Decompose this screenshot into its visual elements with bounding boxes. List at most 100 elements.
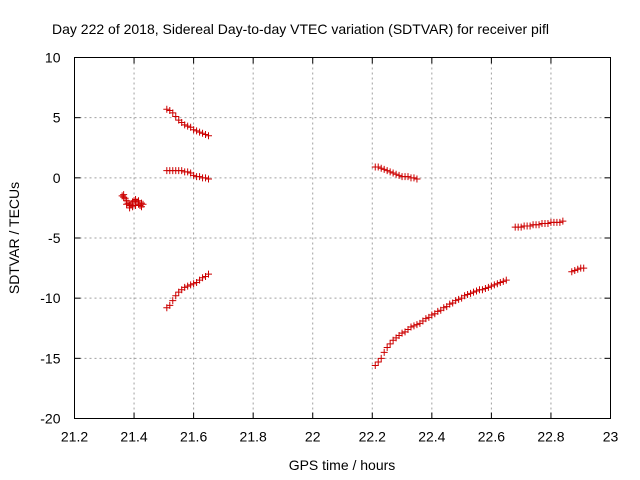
- x-tick-label: 22.6: [478, 429, 505, 445]
- data-point: [478, 286, 486, 294]
- data-point: [190, 280, 198, 288]
- data-point: [187, 281, 195, 289]
- x-tick-label: 22.4: [418, 429, 445, 445]
- y-axis-label: SDTVAR / TECUs: [6, 182, 22, 294]
- data-point: [413, 321, 421, 329]
- y-tick-labels: -20 -15 -10 -5 0 5 10: [40, 50, 60, 427]
- data-point: [571, 266, 579, 274]
- data-point: [499, 277, 507, 285]
- data-point: [205, 175, 212, 183]
- x-axis-label: GPS time / hours: [289, 457, 396, 473]
- data-point: [129, 203, 137, 211]
- data-points: [118, 105, 588, 370]
- series-segment: [163, 105, 212, 140]
- data-point: [410, 322, 418, 330]
- data-point: [184, 282, 192, 290]
- axis-ticks: [74, 57, 611, 419]
- data-point: [464, 291, 472, 299]
- data-point: [374, 358, 382, 366]
- data-point: [487, 282, 495, 290]
- data-point: [205, 132, 212, 140]
- x-tick-labels: 21.2 21.4 21.6 21.8 22 22.2 22.4 22.6 22.8 23: [61, 429, 619, 445]
- data-point: [517, 223, 525, 231]
- data-point: [202, 131, 210, 139]
- data-point: [178, 167, 186, 175]
- data-point: [470, 288, 478, 296]
- x-tick-label: 21.4: [120, 429, 147, 445]
- data-point: [446, 300, 454, 308]
- x-tick-label: 21.2: [61, 429, 88, 445]
- data-point: [428, 311, 436, 319]
- data-point: [386, 340, 394, 348]
- grid-lines: [74, 57, 611, 419]
- data-point: [371, 362, 379, 370]
- data-point: [166, 301, 174, 309]
- series-segment: [163, 270, 212, 312]
- data-point: [574, 265, 582, 273]
- data-point: [169, 109, 177, 117]
- data-point: [473, 287, 480, 295]
- x-tick-label: 22: [305, 429, 321, 445]
- data-point: [568, 268, 576, 276]
- data-point: [481, 285, 489, 293]
- data-point: [139, 200, 147, 208]
- data-point: [535, 221, 543, 229]
- data-point: [559, 217, 567, 225]
- data-point: [184, 122, 192, 130]
- data-point: [490, 281, 498, 289]
- data-point: [199, 129, 207, 137]
- data-point: [544, 220, 552, 228]
- data-point: [184, 168, 192, 176]
- data-point: [377, 354, 385, 362]
- data-point: [407, 323, 415, 331]
- y-tick-label: -10: [40, 290, 60, 306]
- data-point: [502, 276, 510, 284]
- y-tick-label: -20: [40, 411, 60, 427]
- data-point: [123, 200, 131, 208]
- data-point: [398, 329, 406, 337]
- series-segment: [163, 167, 212, 183]
- data-point: [580, 264, 588, 272]
- data-point: [452, 297, 460, 305]
- data-point: [380, 165, 388, 173]
- data-point: [169, 297, 177, 305]
- data-point: [199, 274, 207, 282]
- x-tick-label: 23: [603, 429, 619, 445]
- data-point: [383, 167, 391, 175]
- data-point: [422, 315, 430, 323]
- data-point: [526, 222, 534, 230]
- x-tick-label: 22.2: [359, 429, 386, 445]
- data-point: [132, 202, 140, 210]
- data-point: [196, 173, 204, 181]
- x-tick-label: 21.8: [240, 429, 267, 445]
- data-point: [202, 174, 210, 182]
- data-point: [138, 199, 145, 207]
- y-tick-label: 0: [53, 170, 61, 186]
- y-tick-label: 10: [45, 50, 61, 66]
- data-point: [484, 283, 492, 291]
- series-segment: [118, 191, 147, 212]
- data-point: [404, 173, 412, 181]
- x-tick-label: 21.6: [180, 429, 207, 445]
- data-point: [120, 191, 128, 199]
- data-point: [455, 295, 463, 303]
- data-point: [374, 163, 382, 171]
- data-point: [196, 128, 204, 136]
- data-point: [496, 279, 504, 287]
- series-segment: [568, 264, 588, 276]
- data-point: [193, 127, 201, 135]
- x-tick-label: 22.8: [537, 429, 564, 445]
- data-point: [493, 280, 501, 288]
- data-point: [383, 344, 391, 352]
- data-point: [413, 175, 421, 183]
- data-point: [556, 218, 564, 226]
- data-point: [377, 164, 385, 172]
- data-point: [434, 307, 442, 315]
- data-point: [126, 204, 134, 212]
- data-point: [440, 304, 448, 312]
- data-point: [172, 292, 180, 300]
- data-point: [467, 289, 475, 297]
- data-point: [205, 270, 212, 278]
